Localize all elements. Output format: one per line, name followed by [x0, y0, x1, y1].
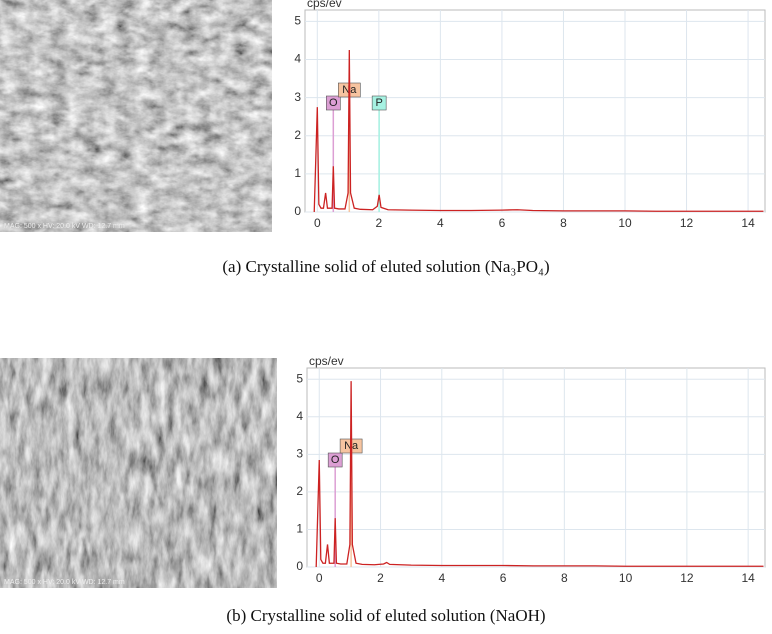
y-tick-label: 3	[294, 90, 301, 104]
peak-label-box	[327, 452, 343, 468]
x-tick-label: 2	[376, 216, 383, 230]
x-tick-label: 8	[561, 571, 568, 585]
x-tick-label: 6	[500, 571, 507, 585]
plot-area	[304, 9, 766, 213]
x-tick-label: 12	[680, 571, 694, 585]
peak-label-box	[326, 95, 341, 111]
x-tick-label: 14	[741, 571, 755, 585]
y-tick-label: 1	[296, 522, 303, 536]
spectrum-line	[315, 381, 764, 568]
y-tick-label: 1	[294, 166, 301, 180]
x-tick-label: 0	[316, 571, 323, 585]
peak-label: O	[329, 97, 338, 109]
y-tick-label: 5	[294, 14, 301, 28]
image-label: MAG: 500 x HV: 20.0 kV WD: 12.7 mm	[4, 579, 125, 586]
y-tick-label: 0	[296, 559, 303, 573]
caption: (b) Crystalline solid of eluted solution…	[226, 606, 545, 625]
plot-area	[306, 367, 766, 568]
x-tick-label: 10	[619, 571, 633, 585]
x-tick-label: 12	[680, 216, 694, 230]
x-tick-label: 14	[741, 216, 755, 230]
image-label: MAG: 500 x HV: 20.0 kV WD: 12.7 mm	[4, 223, 125, 230]
peak-label: P	[375, 97, 382, 109]
peak-label: O	[331, 454, 340, 466]
y-tick-label: 5	[296, 371, 303, 385]
x-tick-label: 10	[618, 216, 632, 230]
y-tick-label: 2	[296, 484, 303, 498]
x-tick-label: 2	[377, 571, 384, 585]
spectrum-line	[313, 50, 764, 213]
y-tick-label: 0	[294, 204, 301, 218]
y-axis-label: cps/ev	[309, 354, 344, 368]
x-tick-label: 4	[438, 571, 445, 585]
peak-label-box	[371, 95, 387, 111]
y-tick-label: 4	[294, 52, 301, 66]
y-tick-label: 3	[296, 447, 303, 461]
x-tick-label: 6	[499, 216, 506, 230]
y-tick-label: 2	[294, 128, 301, 142]
x-tick-label: 0	[314, 216, 321, 230]
y-tick-label: 4	[296, 409, 303, 423]
x-tick-label: 4	[437, 216, 444, 230]
caption: (a) Crystalline solid of eluted solution…	[222, 257, 549, 276]
sem-image	[0, 358, 277, 588]
x-tick-label: 8	[560, 216, 567, 230]
sem-image	[0, 0, 272, 232]
y-axis-label: cps/ev	[307, 0, 342, 10]
